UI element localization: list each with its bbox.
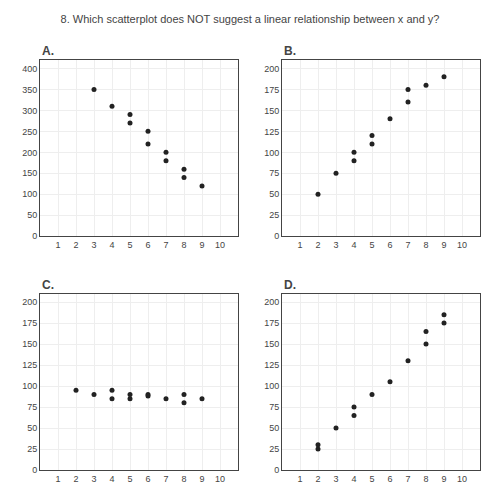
svg-text:100: 100 bbox=[22, 381, 37, 391]
svg-text:125: 125 bbox=[22, 360, 37, 370]
svg-text:10: 10 bbox=[457, 240, 467, 250]
svg-text:1: 1 bbox=[297, 240, 302, 250]
svg-text:4: 4 bbox=[351, 240, 356, 250]
svg-text:5: 5 bbox=[127, 474, 132, 484]
svg-text:50: 50 bbox=[269, 423, 279, 433]
svg-text:4: 4 bbox=[109, 240, 114, 250]
svg-text:0: 0 bbox=[32, 465, 37, 475]
svg-text:100: 100 bbox=[264, 381, 279, 391]
svg-text:5: 5 bbox=[127, 240, 132, 250]
svg-text:8: 8 bbox=[181, 240, 186, 250]
svg-text:D.: D. bbox=[284, 278, 296, 292]
svg-text:7: 7 bbox=[163, 240, 168, 250]
svg-text:0: 0 bbox=[274, 231, 279, 241]
svg-text:75: 75 bbox=[269, 402, 279, 412]
svg-text:10: 10 bbox=[215, 474, 225, 484]
svg-text:8: 8 bbox=[423, 474, 428, 484]
svg-text:0: 0 bbox=[274, 465, 279, 475]
svg-text:9: 9 bbox=[199, 474, 204, 484]
svg-text:3: 3 bbox=[91, 474, 96, 484]
svg-text:1: 1 bbox=[55, 240, 60, 250]
svg-text:25: 25 bbox=[269, 444, 279, 454]
svg-text:200: 200 bbox=[22, 148, 37, 158]
svg-text:A.: A. bbox=[42, 44, 54, 58]
svg-text:C.: C. bbox=[42, 278, 54, 292]
svg-text:6: 6 bbox=[387, 240, 392, 250]
svg-text:6: 6 bbox=[145, 240, 150, 250]
svg-text:4: 4 bbox=[351, 474, 356, 484]
svg-text:200: 200 bbox=[22, 297, 37, 307]
svg-text:100: 100 bbox=[22, 189, 37, 199]
svg-text:9: 9 bbox=[199, 240, 204, 250]
svg-text:3: 3 bbox=[333, 240, 338, 250]
svg-text:125: 125 bbox=[264, 360, 279, 370]
svg-text:2: 2 bbox=[73, 474, 78, 484]
svg-text:1: 1 bbox=[297, 474, 302, 484]
svg-text:8. Which scatterplot does NOT: 8. Which scatterplot does NOT suggest a … bbox=[61, 13, 440, 25]
svg-text:9: 9 bbox=[441, 474, 446, 484]
svg-text:2: 2 bbox=[315, 240, 320, 250]
svg-text:25: 25 bbox=[269, 210, 279, 220]
svg-text:6: 6 bbox=[145, 474, 150, 484]
svg-text:75: 75 bbox=[27, 402, 37, 412]
svg-text:175: 175 bbox=[22, 318, 37, 328]
svg-text:8: 8 bbox=[181, 474, 186, 484]
svg-text:200: 200 bbox=[264, 64, 279, 74]
svg-text:10: 10 bbox=[457, 474, 467, 484]
svg-text:5: 5 bbox=[369, 240, 374, 250]
svg-text:150: 150 bbox=[22, 339, 37, 349]
svg-text:7: 7 bbox=[405, 474, 410, 484]
svg-text:300: 300 bbox=[22, 106, 37, 116]
svg-text:400: 400 bbox=[22, 64, 37, 74]
svg-text:1: 1 bbox=[55, 474, 60, 484]
svg-text:50: 50 bbox=[27, 210, 37, 220]
svg-text:2: 2 bbox=[315, 474, 320, 484]
svg-text:9: 9 bbox=[441, 240, 446, 250]
svg-text:7: 7 bbox=[405, 240, 410, 250]
svg-text:100: 100 bbox=[264, 148, 279, 158]
svg-text:B.: B. bbox=[284, 44, 296, 58]
svg-text:0: 0 bbox=[32, 231, 37, 241]
svg-text:350: 350 bbox=[22, 85, 37, 95]
svg-text:3: 3 bbox=[333, 474, 338, 484]
svg-text:4: 4 bbox=[109, 474, 114, 484]
svg-text:250: 250 bbox=[22, 127, 37, 137]
svg-text:200: 200 bbox=[264, 297, 279, 307]
svg-text:7: 7 bbox=[163, 474, 168, 484]
svg-text:5: 5 bbox=[369, 474, 374, 484]
svg-text:150: 150 bbox=[22, 168, 37, 178]
svg-text:150: 150 bbox=[264, 339, 279, 349]
svg-text:50: 50 bbox=[269, 189, 279, 199]
svg-text:175: 175 bbox=[264, 85, 279, 95]
svg-text:125: 125 bbox=[264, 127, 279, 137]
svg-text:50: 50 bbox=[27, 423, 37, 433]
svg-text:10: 10 bbox=[215, 240, 225, 250]
svg-text:2: 2 bbox=[73, 240, 78, 250]
svg-text:25: 25 bbox=[27, 444, 37, 454]
svg-text:150: 150 bbox=[264, 106, 279, 116]
svg-text:3: 3 bbox=[91, 240, 96, 250]
svg-text:75: 75 bbox=[269, 168, 279, 178]
svg-text:6: 6 bbox=[387, 474, 392, 484]
svg-text:8: 8 bbox=[423, 240, 428, 250]
svg-text:175: 175 bbox=[264, 318, 279, 328]
